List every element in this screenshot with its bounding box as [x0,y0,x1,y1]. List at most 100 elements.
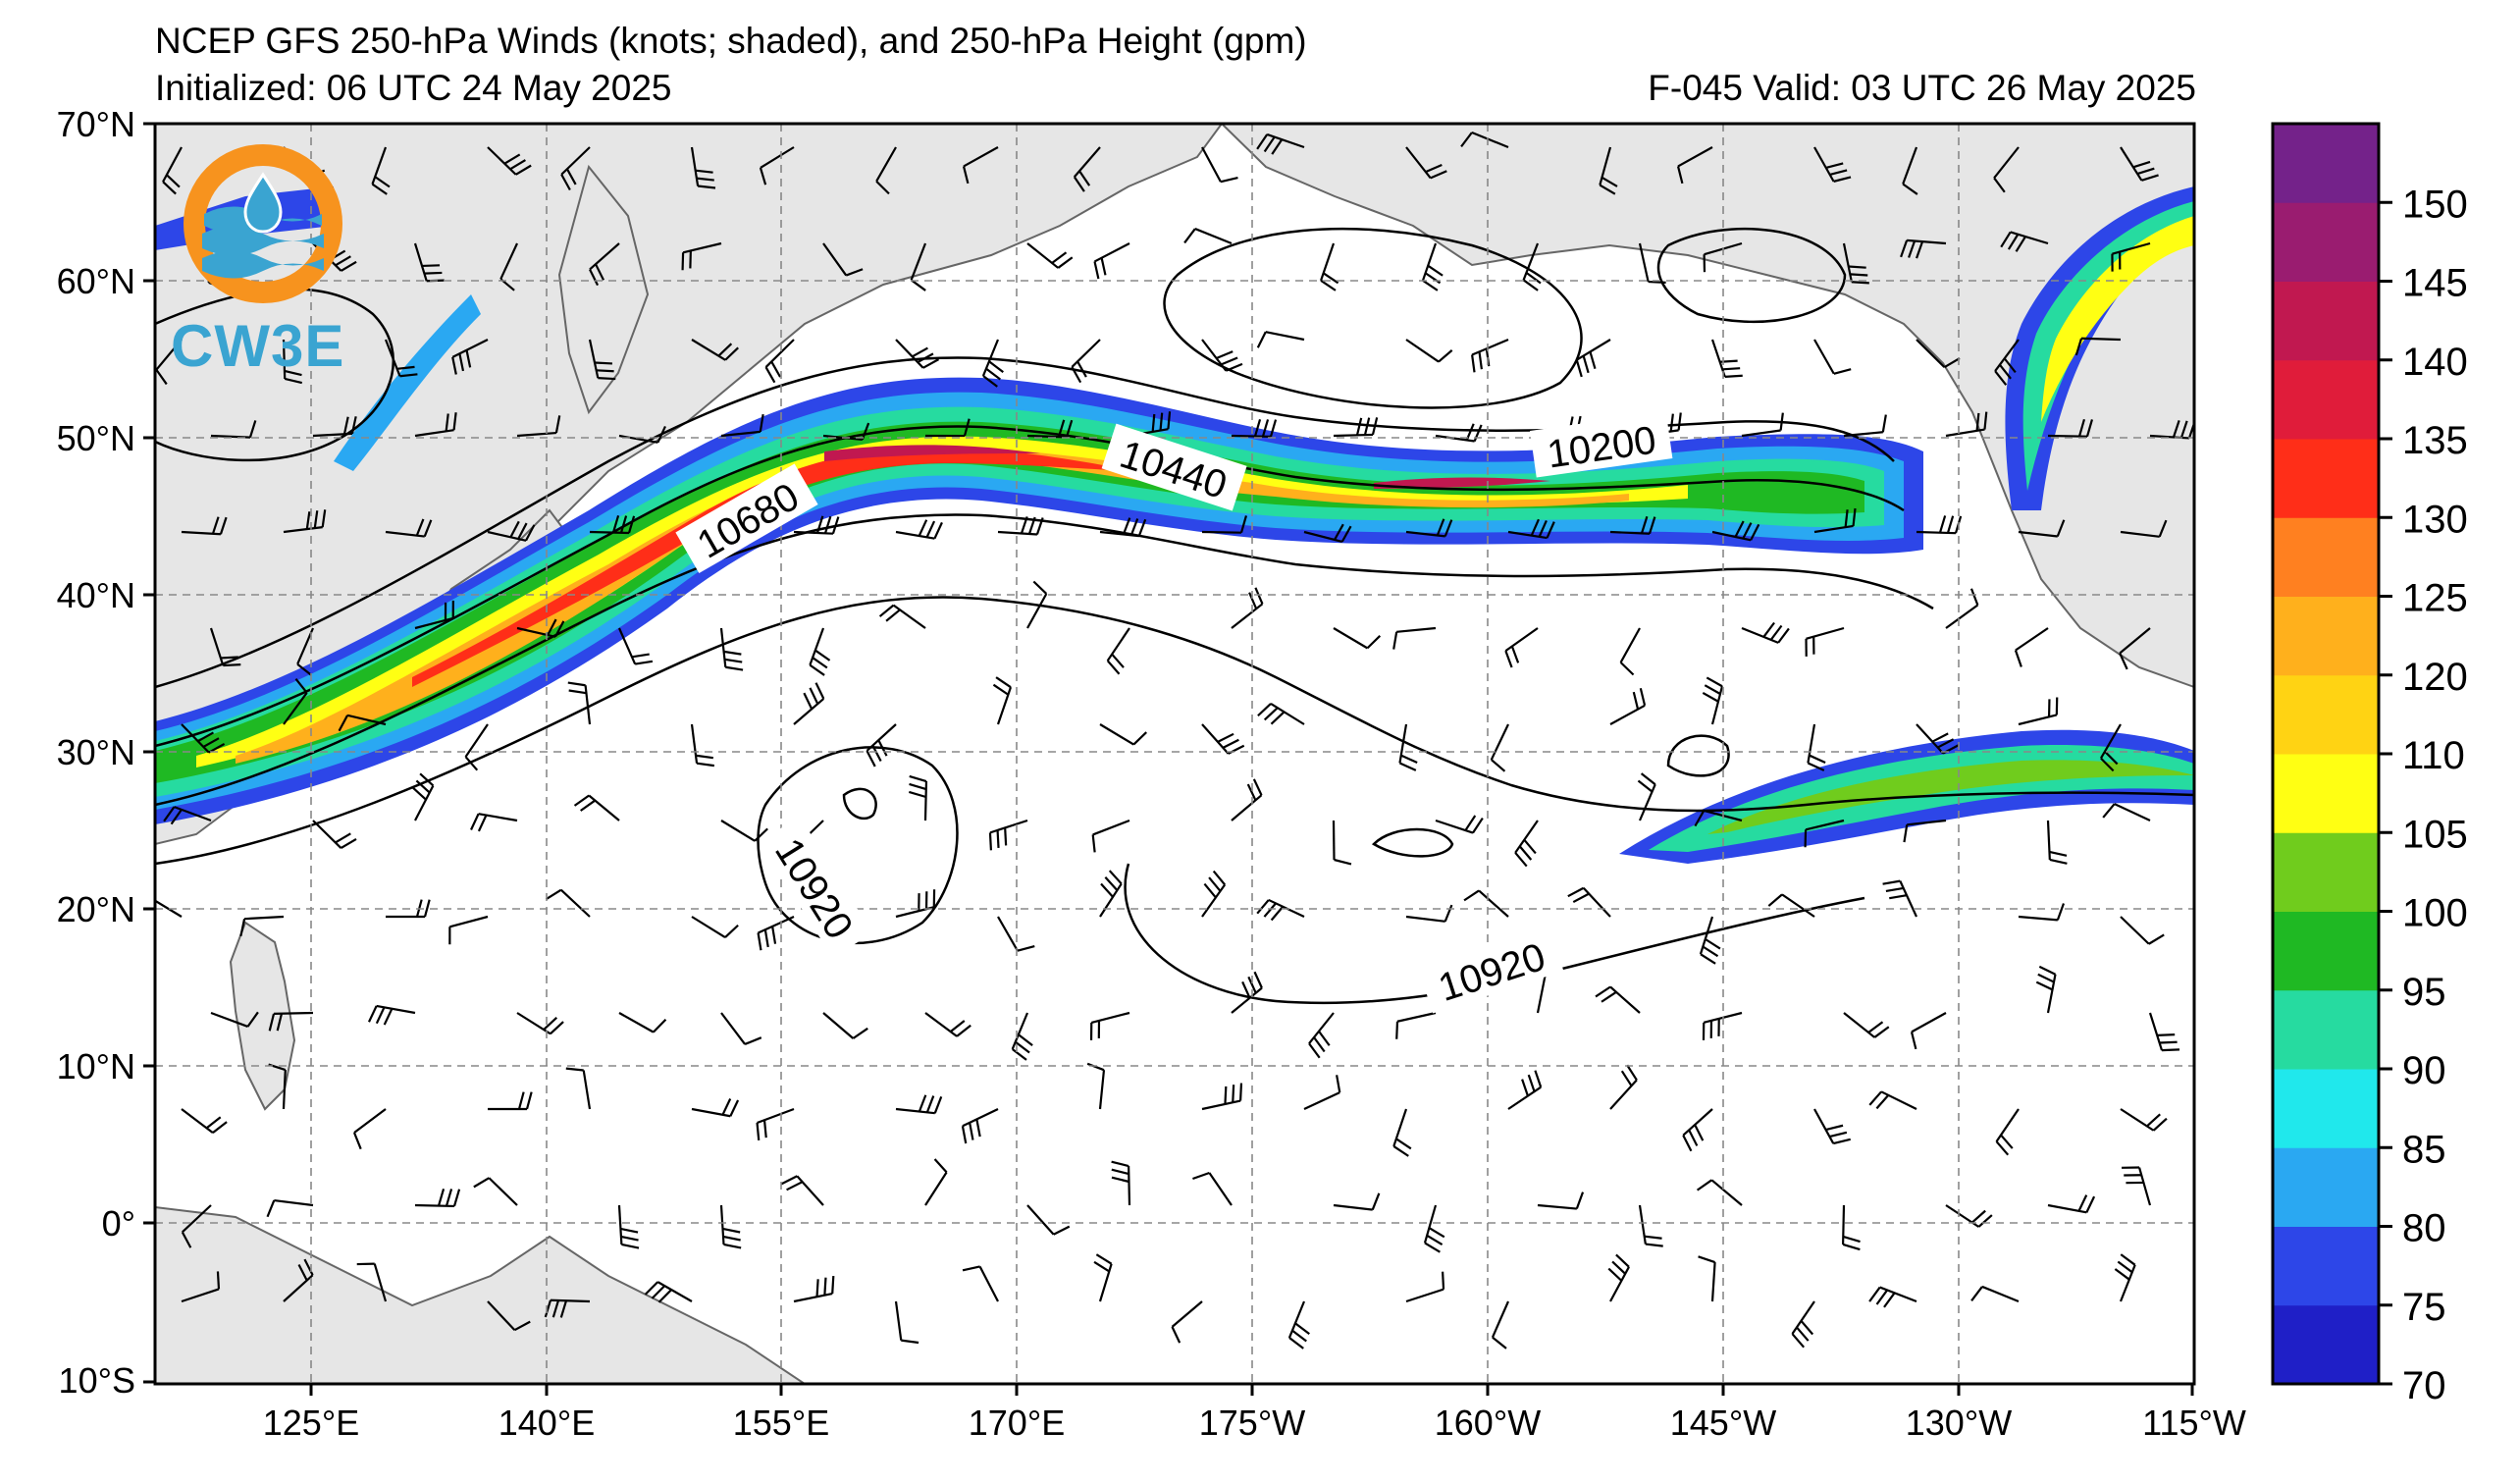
lat-label: 50°N [57,418,135,458]
wind-barb [924,1012,971,1037]
wind-barb [809,627,831,676]
wind-barb [822,242,864,277]
height-contour-high-1-inner [842,787,877,821]
valid-time: F-045 Valid: 03 UTC 26 May 2025 [1648,68,2196,108]
wind-barb [1231,778,1263,821]
wind-barb [981,339,1004,388]
wind-barb [1333,1192,1381,1211]
wind-barb [1392,626,1437,650]
wind-barb [1699,916,1721,965]
wind-barb [414,1188,461,1208]
wind-barb [1575,339,1611,378]
height-contours [155,227,2194,1005]
wind-barb [895,339,940,369]
wind-barb [470,813,518,832]
wind-barb [1767,893,1815,918]
wind-barb [1843,414,1887,438]
wind-barb [385,518,433,538]
wind-barb [759,146,795,185]
wind-barb [2120,916,2165,945]
wind-barb [1026,580,1048,629]
wind-barb [210,1011,259,1028]
wind-barb [1256,132,1305,155]
wind-barb [1183,228,1233,245]
wind-barb [681,241,722,271]
wind-barb [1073,146,1101,192]
lat-label: 70°N [57,104,135,144]
wind-barb [2122,1166,2152,1206]
wind-barb [1099,870,1123,918]
wind-barb [2047,418,2094,438]
wind-barb [1945,588,1979,629]
wind-barb [2120,519,2168,538]
wind-barb [822,1012,868,1039]
wind-barb [1320,242,1339,291]
wind-barb [312,416,357,438]
wind-barb [1682,1108,1713,1152]
wind-barb [1091,819,1130,853]
wind-barb [988,819,1028,851]
wind-barb [1231,587,1264,629]
wind-barb [209,627,241,667]
wind-barb [690,723,715,768]
wind-barb [617,1204,640,1249]
height-contour-high-3 [1666,734,1730,777]
wind-barb [560,146,591,191]
wind-barb [1192,1171,1233,1206]
wind-barb [1392,1108,1412,1157]
alaska-band-core [2041,216,2194,422]
cw3e-logo-icon [184,144,342,303]
wind-barb [163,806,212,825]
wind-barb [793,515,840,535]
height-contour-1 [155,356,1895,689]
wind-barb [644,1281,693,1303]
wind-barb [720,1012,762,1045]
wind-barb [2014,627,2049,667]
wind-barb [181,516,228,536]
wind-barb [367,1004,416,1026]
wind-barb [962,146,999,185]
wind-barb [909,774,928,821]
lat-label: 10°N [57,1046,135,1086]
lon-label: 140°E [499,1403,595,1443]
wind-barb [516,1012,564,1035]
height-contour-high-1 [757,746,959,944]
wind-barb [618,425,666,444]
wind-barb [1011,1012,1033,1061]
wind-barb [283,509,327,534]
wind-barb [1702,676,1724,725]
wind-barb [764,339,795,384]
lon-ticks [309,1384,2194,1396]
wind-barb [2018,697,2059,726]
wind-barb [1099,723,1147,746]
wind-barb [487,520,536,542]
wind-barb [1231,418,1278,438]
wind-barb [2018,519,2066,538]
jet-core-magenta [824,445,1040,461]
jet-core-magenta-2 [1374,477,1550,489]
wind-barb [1201,870,1227,918]
wind-barb [1741,621,1790,644]
wind-barb [1490,723,1509,772]
wind-barb [545,888,591,918]
wind-barb [371,146,391,195]
lon-axis: 125°E 140°E 155°E 170°E 175°W 160°W 145°… [263,1403,2246,1443]
height-contour-high-2 [1371,827,1454,858]
wind-barb [487,1300,531,1332]
wind-barb [1507,518,1555,540]
wind-barb [1676,146,1713,185]
wind-barb [589,242,620,287]
wind-barb [691,339,739,361]
height-contour-low-2 [1656,227,1847,324]
wind-barb [1099,517,1147,538]
wind-barb [448,915,489,945]
wind-barb [924,1158,948,1206]
wind-barb [924,418,971,438]
wind-barb [1522,242,1542,291]
wind-barb [181,1108,228,1135]
wind-barb [567,681,592,725]
wind-barb [691,916,739,939]
wind-barb [487,146,532,176]
wind-barb [1609,1064,1638,1110]
wind-barb [181,723,226,754]
